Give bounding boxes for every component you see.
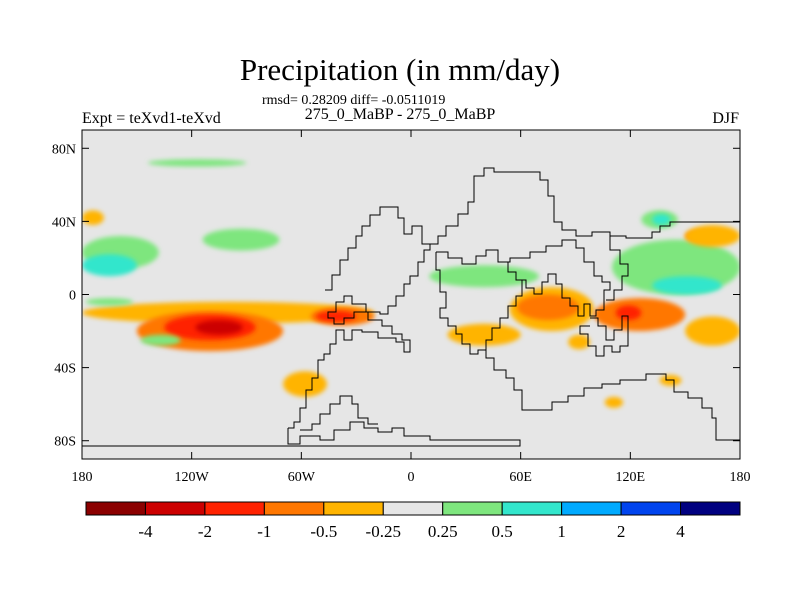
colorbar-box-2 xyxy=(204,501,265,516)
colorbar-label-9: 4 xyxy=(676,522,685,541)
colorbar-box-7 xyxy=(501,501,563,516)
anomaly-region-3 xyxy=(82,254,137,277)
x-tick-label-0: 180 xyxy=(72,470,93,485)
colorbar-label-7: 1 xyxy=(557,522,566,541)
x-tick-label-5: 120E xyxy=(616,470,646,485)
y-tick-label-0: 80N xyxy=(52,142,76,157)
colorbar-box-9 xyxy=(620,501,682,516)
x-tick-label-6: 180 xyxy=(730,470,751,485)
x-tick-label-4: 60E xyxy=(509,470,532,485)
coastline-eurasia xyxy=(430,167,740,245)
colorbar-box-6 xyxy=(442,501,503,516)
anomaly-region-29 xyxy=(568,334,591,350)
colorbar-box-0 xyxy=(85,501,146,516)
anomaly-region-1 xyxy=(82,210,104,226)
anomaly-region-4 xyxy=(202,228,280,251)
anomaly-region-10 xyxy=(315,310,357,322)
anomaly-region-20 xyxy=(429,265,539,288)
anomaly-region-19 xyxy=(685,316,740,346)
season-label: DJF xyxy=(712,110,739,127)
anomaly-region-12 xyxy=(140,334,181,346)
y-tick-label-4: 80S xyxy=(54,435,76,450)
coastlines xyxy=(82,167,740,447)
anomaly-region-22 xyxy=(652,276,722,295)
x-tick-label-3: 0 xyxy=(408,470,415,485)
experiment-label: Expt = teXvd1-teXvd xyxy=(82,110,221,127)
colorbar-box-3 xyxy=(263,501,325,516)
colorbar-label-1: -2 xyxy=(198,522,212,541)
axis-ticks: 180 120W 60W 0 60E 120E 180 80N 40N 0 40S 80S xyxy=(52,130,751,485)
colorbar-box-8 xyxy=(561,501,622,516)
y-tick-label-3: 40S xyxy=(54,362,76,377)
colorbar-box-5 xyxy=(382,501,444,516)
x-tick-label-2: 60W xyxy=(288,470,316,485)
anomaly-region-13 xyxy=(85,298,134,306)
coastline-maritime xyxy=(579,315,629,357)
anomaly-region-0 xyxy=(147,159,247,167)
coastline-antarctica xyxy=(82,421,521,447)
anomaly-region-26 xyxy=(685,225,740,247)
anomaly-region-8 xyxy=(195,320,243,335)
y-tick-label-1: 40N xyxy=(52,215,76,230)
colorbar-label-8: 2 xyxy=(617,522,626,541)
plot-background xyxy=(82,130,740,459)
anomaly-region-18 xyxy=(615,305,642,321)
coastline-antarctic-peninsula xyxy=(300,395,378,431)
anomaly-region-11 xyxy=(283,371,327,397)
coastline-asia-south xyxy=(498,239,611,317)
coastline-americas xyxy=(288,206,431,429)
coastline-east-asia xyxy=(606,236,629,301)
colorbar: -4 -2 -1 -0.5 -0.25 0.25 0.5 1 2 4 xyxy=(85,501,741,541)
chart-subtitle: 275_0_MaBP - 275_0_MaBP xyxy=(304,106,496,123)
colorbar-box-10 xyxy=(680,501,741,516)
colorbar-box-4 xyxy=(323,501,384,516)
anomaly-region-24 xyxy=(652,214,671,226)
chart-title: Precipitation (in mm/day) xyxy=(239,52,561,87)
colorbar-label-6: 0.5 xyxy=(492,522,513,541)
colorbar-box-1 xyxy=(144,501,206,516)
x-tick-label-1: 120W xyxy=(175,470,210,485)
anomaly-region-27 xyxy=(604,396,624,408)
y-tick-label-2: 0 xyxy=(69,289,76,304)
coastline-australia xyxy=(485,350,740,441)
colorbar-label-2: -1 xyxy=(257,522,271,541)
colorbar-label-0: -4 xyxy=(138,522,153,541)
colorbar-label-3: -0.5 xyxy=(310,522,337,541)
colorbar-label-5: 0.25 xyxy=(428,522,458,541)
colorbar-label-4: -0.25 xyxy=(366,522,401,541)
coastline-africa xyxy=(435,249,523,355)
stats-label: rmsd= 0.28209 diff= -0.0511019 xyxy=(262,93,446,108)
anomaly-region-15 xyxy=(517,294,580,321)
anomaly-region-16 xyxy=(447,323,521,346)
